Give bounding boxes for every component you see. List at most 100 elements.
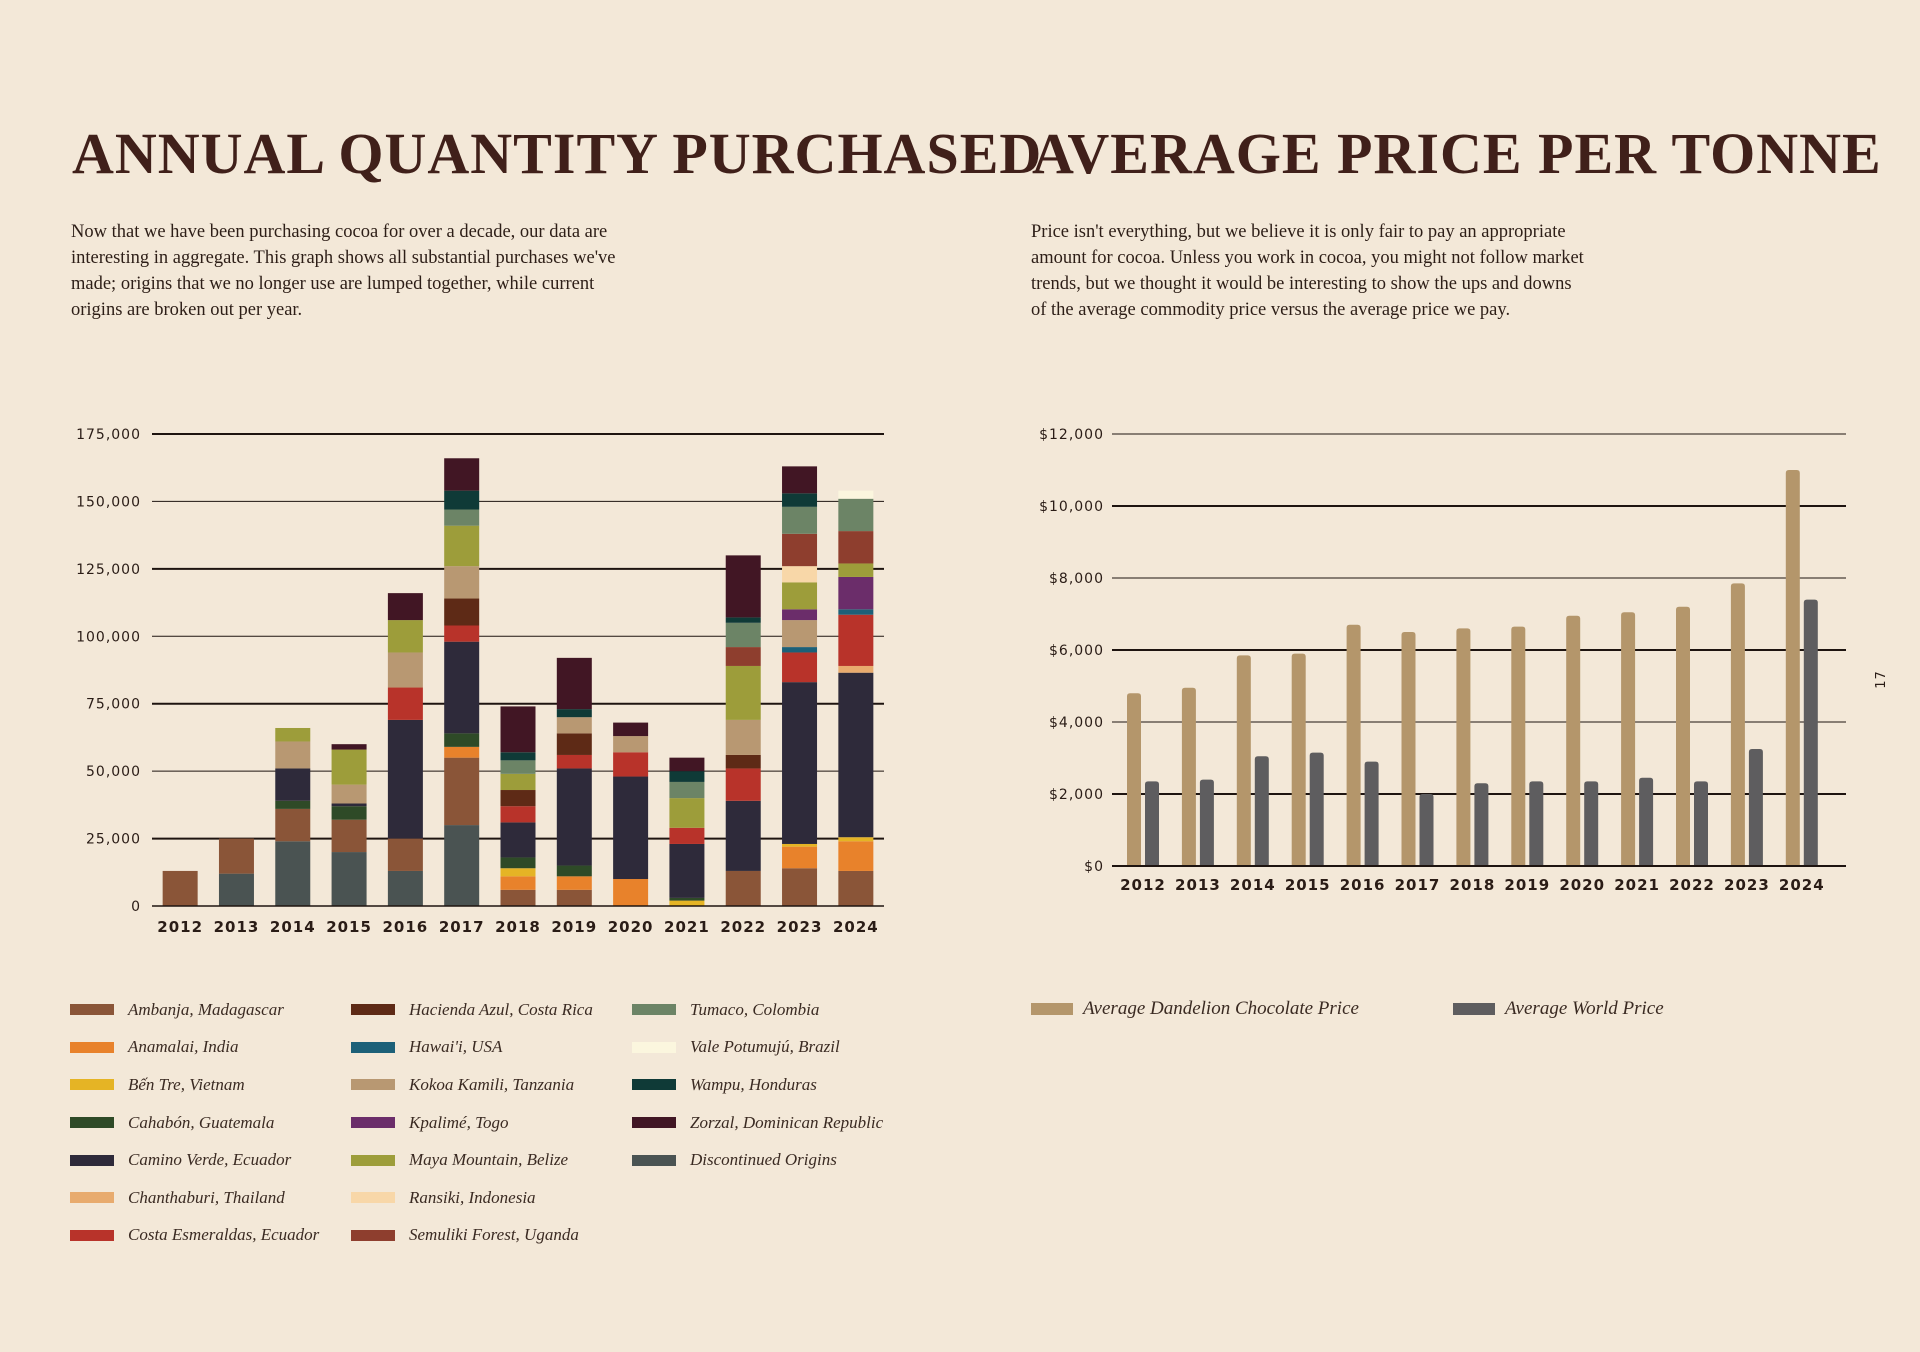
bar-segment [782, 609, 818, 621]
legend-label: Average World Price [1505, 997, 1664, 1019]
legend-swatch [70, 1004, 114, 1016]
price-bar [1584, 781, 1599, 866]
legend-swatch [351, 1117, 395, 1129]
bar-segment [669, 827, 705, 844]
x-tick-label: 2013 [214, 918, 260, 936]
bar-segment [387, 687, 423, 720]
bar-segment [444, 825, 480, 906]
legend-label: Hawai'i, USA [409, 1037, 503, 1057]
legend-item: Maya Mountain, Belize [351, 1141, 632, 1179]
bar-segment [782, 652, 818, 683]
legend-item: Discontinued Origins [632, 1141, 913, 1179]
x-tick-label: 2017 [439, 918, 485, 936]
bar-segment [500, 806, 536, 823]
price-bar [1145, 781, 1159, 866]
bar-segment [725, 800, 761, 871]
x-tick-label: 2018 [1450, 876, 1496, 894]
legend-label: Tumaco, Colombia [690, 999, 820, 1019]
bar-segment [725, 665, 761, 720]
legend-label: Chanthaburi, Thailand [128, 1187, 285, 1207]
bar-segment [669, 781, 705, 799]
bar-segment [275, 741, 311, 769]
x-tick-label: 2012 [1120, 876, 1166, 894]
legend-item: Zorzal, Dominican Republic [632, 1104, 913, 1142]
x-tick-label: 2019 [551, 918, 597, 936]
bar-segment [613, 722, 649, 737]
price-legend: Average Dandelion Chocolate Price Average… [1031, 990, 1875, 1028]
bar-segment [444, 490, 480, 510]
bar-segment [387, 652, 423, 688]
bar-segment [556, 733, 592, 755]
price-bar [1639, 777, 1654, 866]
bar-segment [782, 533, 818, 567]
bar-segment [444, 566, 480, 599]
bar-segment [838, 576, 874, 610]
bar-segment [218, 873, 254, 906]
bar-segment [556, 657, 592, 710]
price-bar [1694, 781, 1708, 866]
legend-label: Kokoa Kamili, Tanzania [409, 1074, 575, 1094]
legend-label: Kpalimé, Togo [409, 1112, 509, 1132]
bar-segment [387, 870, 423, 906]
bar-segment [725, 617, 761, 623]
bar-segment [275, 727, 311, 742]
y-tick-label: 175,000 [76, 427, 141, 443]
bar-segment [556, 709, 592, 718]
legend-swatch [351, 1079, 395, 1091]
bar-segment [556, 768, 592, 866]
bar-segment [782, 843, 818, 847]
price-chart: $0 $2,000 $4,000 $6,000 $8,000 $10,000 $12,000… [1039, 427, 1846, 894]
price-bar [1291, 653, 1306, 866]
bar-segment [500, 857, 536, 869]
y-tick-label: 25,000 [86, 832, 141, 848]
x-tick-label: 2022 [1669, 876, 1715, 894]
bar-segment [331, 852, 367, 906]
bar-segment [444, 733, 480, 747]
legend-label: Costa Esmeraldas, Ecuador [128, 1225, 320, 1245]
price-bar [1127, 693, 1141, 866]
price-bar [1309, 752, 1324, 866]
bar-segment [669, 798, 705, 828]
bar-segment [387, 593, 423, 621]
bar-segment [331, 784, 367, 804]
quantity-intro: Now that we have been purchasing cocoa f… [71, 222, 616, 320]
bar-segment [444, 525, 480, 567]
y-tick-label: $6,000 [1049, 643, 1104, 659]
bar-segment [613, 879, 649, 906]
bar-segment [613, 752, 649, 777]
bar-segment [556, 889, 592, 906]
bar-segment [500, 773, 536, 791]
legend-item: Kpalimé, Togo [351, 1104, 632, 1142]
bar-segment [725, 719, 761, 755]
price-bar [1803, 599, 1818, 866]
bar-segment [782, 493, 818, 507]
legend-item: Tumaco, Colombia [632, 991, 913, 1029]
legend-swatch [1031, 1002, 1073, 1015]
bar-segment [218, 838, 254, 874]
bar-segment [613, 736, 649, 753]
bar-segment [275, 800, 311, 809]
x-tick-label: 2018 [495, 918, 541, 936]
bar-segment [725, 647, 761, 666]
price-bar [1401, 632, 1416, 866]
legend-swatch [351, 1229, 395, 1241]
bar-segment [500, 889, 536, 906]
bar-segment [838, 531, 874, 564]
bar-segment [669, 897, 705, 901]
price-bar [1364, 761, 1379, 866]
legend-label: Average Dandelion Chocolate Price [1083, 997, 1359, 1019]
quantity-chart: 0 25,000 50,000 75,000 100,000 125,000 150,000… [76, 427, 884, 936]
bar-segment [838, 490, 874, 499]
legend-swatch [70, 1192, 114, 1204]
bar-segment [782, 566, 818, 583]
bar-segment [444, 757, 480, 826]
legend-label: Ambanja, Madagascar [128, 999, 284, 1019]
bar-segment [331, 806, 367, 820]
bar-segment [387, 719, 423, 839]
x-tick-label: 2024 [833, 918, 879, 936]
bar-segment [444, 746, 480, 758]
bar-segment [275, 768, 311, 801]
x-tick-label: 2016 [1340, 876, 1386, 894]
legend-item: Camino Verde, Ecuador [70, 1141, 351, 1179]
bar-segment [162, 870, 198, 906]
